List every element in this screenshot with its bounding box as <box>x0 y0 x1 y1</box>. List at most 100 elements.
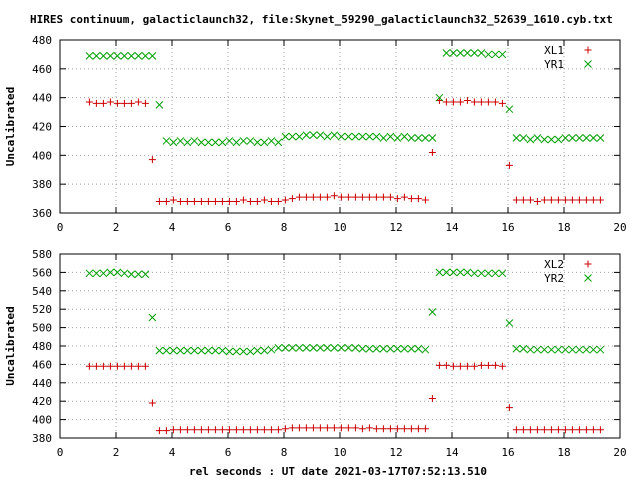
data-point-yr1 <box>330 131 339 140</box>
data-point-yr1 <box>393 134 402 142</box>
data-point-xl2 <box>323 424 331 432</box>
data-point-yr2 <box>456 268 465 277</box>
data-point-xl1 <box>428 148 436 156</box>
data-point-yr1 <box>463 49 472 57</box>
data-point-yr1 <box>323 132 332 141</box>
data-point-yr1 <box>134 52 143 60</box>
x-tick-label: 14 <box>445 221 459 234</box>
data-point-yr2 <box>526 345 535 354</box>
data-point-xl2 <box>470 362 478 370</box>
data-point-xl2 <box>365 424 373 432</box>
data-point-xl1 <box>449 98 457 106</box>
data-point-xl2 <box>239 426 247 434</box>
data-point-yr1 <box>477 49 486 57</box>
data-point-xl2 <box>99 362 107 370</box>
data-point-xl2 <box>148 399 156 407</box>
data-point-xl2 <box>337 424 345 432</box>
data-point-xl1 <box>365 193 373 201</box>
data-point-xl1 <box>442 98 450 106</box>
data-point-yr1 <box>491 50 500 59</box>
legend-marker-xl2 <box>584 260 592 268</box>
data-point-xl1 <box>582 196 590 204</box>
data-point-yr1 <box>190 137 199 145</box>
data-point-yr1 <box>498 50 507 59</box>
data-point-xl2 <box>435 361 443 369</box>
data-point-yr1 <box>99 52 108 60</box>
data-point-xl2 <box>344 424 352 432</box>
data-point-xl1 <box>134 98 142 106</box>
data-point-yr2 <box>428 308 437 316</box>
data-point-yr1 <box>155 101 164 109</box>
data-point-xl2 <box>540 426 548 434</box>
data-point-yr2 <box>260 346 269 355</box>
data-point-xl1 <box>386 193 394 201</box>
y-axis-label: Uncalibrated <box>4 87 17 166</box>
plot-panel-2: 0 2 4 6 8 10 12 14 16 18 20 380 400 420 440 460 480 500 52… <box>4 248 627 459</box>
data-point-xl1 <box>456 98 464 106</box>
data-point-yr1 <box>288 132 297 141</box>
data-point-yr1 <box>414 134 423 142</box>
data-point-xl1 <box>540 196 548 204</box>
data-point-yr1 <box>526 135 535 144</box>
data-point-yr2 <box>92 269 101 278</box>
y-tick-label: 500 <box>32 322 52 335</box>
data-point-xl1 <box>295 193 303 201</box>
data-point-xl1 <box>484 98 492 106</box>
data-point-xl2 <box>106 362 114 370</box>
legend-marker-yr1 <box>584 60 592 68</box>
data-point-yr1 <box>295 132 304 141</box>
data-point-xl2 <box>316 424 324 432</box>
data-point-xl1 <box>323 193 331 201</box>
data-point-yr2 <box>400 344 409 353</box>
data-point-yr2 <box>484 269 493 278</box>
data-point-yr2 <box>99 269 108 278</box>
data-point-xl1 <box>127 99 135 107</box>
data-point-xl1 <box>113 99 121 107</box>
x-tick-label: 10 <box>333 446 346 459</box>
data-point-yr2 <box>505 319 514 327</box>
data-point-yr1 <box>365 132 374 141</box>
data-point-yr2 <box>547 345 556 354</box>
data-point-xl1 <box>190 197 198 205</box>
data-point-xl1 <box>330 192 338 200</box>
data-point-xl1 <box>358 193 366 201</box>
data-point-yr2 <box>358 344 367 353</box>
x-tick-label: 4 <box>169 446 176 459</box>
data-point-yr1 <box>106 52 115 60</box>
data-point-yr2 <box>134 270 143 279</box>
data-point-xl1 <box>239 196 247 204</box>
plot-panel-1: 0 2 4 6 8 10 12 14 16 18 20 360 380 400 420 440 460 480 Un… <box>4 34 627 234</box>
data-point-xl2 <box>505 404 513 412</box>
data-point-xl2 <box>92 362 100 370</box>
data-point-yr2 <box>491 269 500 278</box>
data-point-xl1 <box>421 196 429 204</box>
y-axis-label: Uncalibrated <box>4 306 17 385</box>
data-point-xl1 <box>120 99 128 107</box>
data-point-xl2 <box>232 426 240 434</box>
y-tick-label: 380 <box>32 178 52 191</box>
data-point-xl2 <box>484 361 492 369</box>
data-point-xl1 <box>533 197 541 205</box>
data-point-yr1 <box>435 93 444 102</box>
data-point-xl2 <box>491 361 499 369</box>
data-point-yr2 <box>183 346 192 355</box>
data-point-yr1 <box>428 134 437 142</box>
y-tick-label: 400 <box>32 149 52 162</box>
data-point-xl2 <box>477 361 485 369</box>
data-point-yr2 <box>239 347 248 356</box>
data-point-xl2 <box>351 424 359 432</box>
data-point-yr1 <box>141 52 150 60</box>
data-point-yr2 <box>113 268 122 277</box>
data-point-yr1 <box>281 132 290 141</box>
data-point-xl2 <box>155 427 163 435</box>
data-point-yr1 <box>372 132 381 141</box>
x-tick-label: 20 <box>613 446 626 459</box>
data-point-yr1 <box>596 134 605 142</box>
data-point-xl2 <box>421 425 429 433</box>
data-point-yr2 <box>169 346 178 355</box>
data-point-yr2 <box>477 269 486 278</box>
data-point-xl2 <box>211 426 219 434</box>
data-point-yr2 <box>582 345 591 354</box>
data-point-xl1 <box>281 196 289 204</box>
data-point-xl1 <box>204 197 212 205</box>
